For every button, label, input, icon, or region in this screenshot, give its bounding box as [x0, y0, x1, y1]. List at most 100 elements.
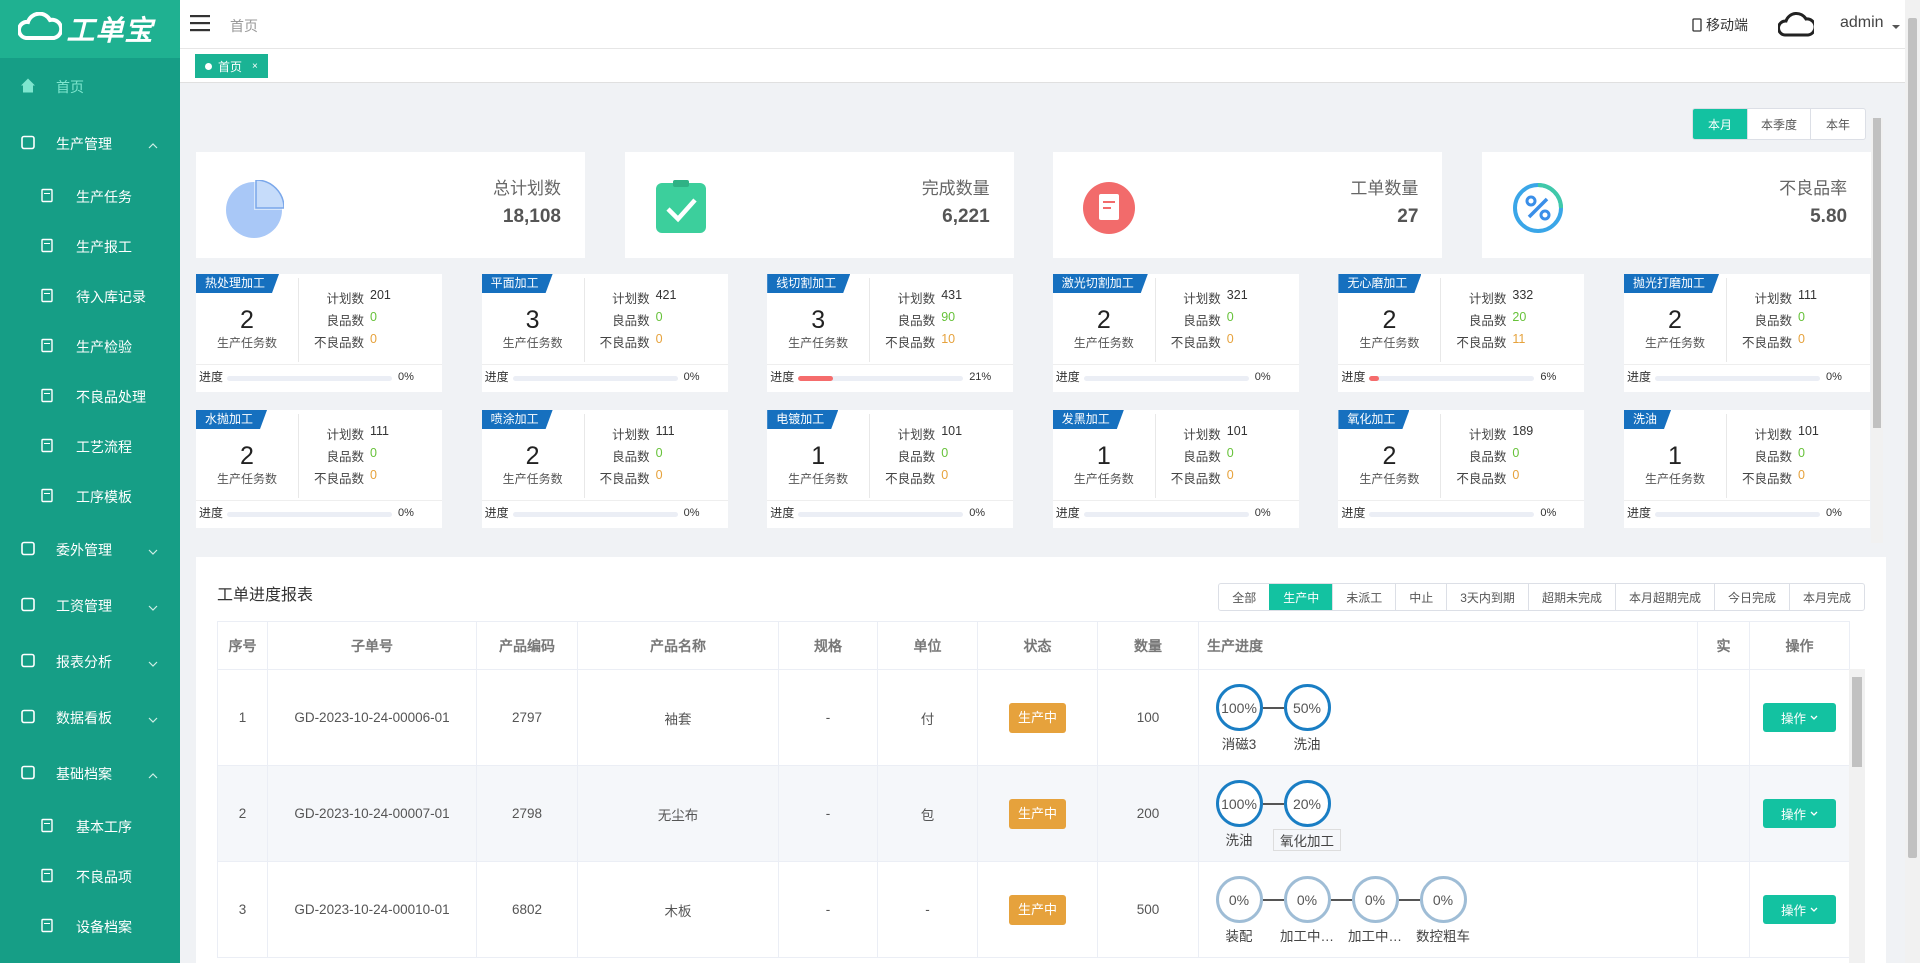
icon — [21, 78, 35, 93]
filter-button[interactable]: 全部 — [1232, 590, 1257, 605]
no-cell: 1 — [217, 669, 268, 766]
mobile-link[interactable]: 移动端 — [1692, 15, 1748, 35]
column-header: 数量 — [1097, 621, 1199, 670]
submenu-item[interactable]: 设备档案 — [0, 902, 180, 952]
plan-label: 计划数 — [1468, 292, 1507, 306]
menu-label: 报表分析 — [56, 654, 112, 670]
menu-item[interactable]: 基础档案 — [0, 746, 180, 802]
step: 50% 洗油 — [1273, 684, 1341, 753]
good-label: 良品数 — [897, 450, 936, 464]
divider — [1052, 364, 1299, 365]
actual-cell — [1697, 861, 1750, 958]
good-label: 良品数 — [1468, 450, 1507, 464]
submenu-item[interactable]: 基本工序 — [0, 802, 180, 852]
submenu-item[interactable]: 生产报工 — [0, 222, 180, 272]
plan-value: 332 — [1512, 288, 1534, 302]
code-cell: GD-2023-10-24-00006-01 — [267, 669, 477, 766]
menu-icon — [40, 488, 54, 506]
bad-label: 不良品数 — [1170, 336, 1221, 350]
divider — [298, 278, 299, 362]
progress-track — [512, 376, 678, 381]
filter-button[interactable]: 未派工 — [1332, 584, 1395, 610]
progress-value: 0% — [1826, 371, 1842, 383]
submenu-item[interactable]: 工艺流程 — [0, 422, 180, 472]
plan-label: 计划数 — [1468, 428, 1507, 442]
filter-button[interactable]: 本月超期完成 — [1614, 584, 1714, 610]
divider — [196, 500, 442, 501]
tab-close[interactable]: × — [252, 60, 258, 72]
submenu-item[interactable]: 工序模板 — [0, 472, 180, 522]
plan-label: 计划数 — [1754, 292, 1792, 306]
divider — [583, 414, 585, 498]
action-button[interactable]: 操作 — [1763, 895, 1836, 924]
filter-button[interactable]: 本月完成 — [1788, 584, 1864, 610]
icon-shape — [21, 709, 35, 724]
plan-label: 计划数 — [326, 428, 364, 442]
action-button[interactable]: 操作 — [1763, 799, 1836, 828]
icon — [148, 143, 158, 149]
step-connector — [1331, 899, 1352, 901]
icon — [21, 765, 35, 780]
menu-item[interactable]: 生产管理 — [0, 116, 180, 172]
menu-item[interactable]: 首页 — [0, 58, 180, 116]
table-head: 序号 子单号 产品编码 产品名称 规格 单位 状态 数量 生产进度实操作 — [217, 621, 1850, 670]
column-header: 单位 — [877, 621, 978, 670]
submenu-item[interactable]: 不良品处理 — [0, 372, 180, 422]
action-label: 操作 — [1780, 904, 1806, 918]
avatar[interactable] — [1777, 10, 1817, 43]
good-value: 0 — [655, 310, 663, 324]
submenu-item[interactable]: 生产检验 — [0, 322, 180, 372]
table-row: 1 GD-2023-10-24-00006-01 2797 袖套 - 付生产中 100 100… — [217, 669, 1850, 766]
menu-icon — [20, 78, 36, 97]
plan-label: 计划数 — [1183, 428, 1221, 442]
period-button[interactable]: 本年 — [1810, 109, 1865, 139]
icon-shape — [148, 143, 158, 149]
scroll-thumb[interactable] — [1908, 18, 1917, 858]
menu-label: 生产任务 — [76, 189, 132, 205]
table-scrollbar[interactable] — [1849, 669, 1865, 963]
progress-track — [798, 512, 964, 517]
menu-item[interactable]: 数据看板 — [0, 690, 180, 746]
steps: 0% 装配 0% 加工中… 0% 加工中… 0% 数控粗车 — [1200, 863, 1697, 957]
menu-toggle[interactable] — [190, 14, 210, 37]
submenu-item[interactable]: 待入库记录 — [0, 272, 180, 322]
icon — [205, 62, 212, 70]
icon — [41, 868, 53, 883]
bad-value: 0 — [655, 332, 663, 346]
bad-label: 不良品数 — [1741, 336, 1792, 350]
stat-icon — [653, 180, 709, 241]
action-button[interactable]: 操作 — [1763, 703, 1836, 732]
submenu-item[interactable]: 不良品项 — [0, 852, 180, 902]
task-count: 3 — [525, 306, 540, 334]
user-menu[interactable]: admin — [1840, 14, 1900, 32]
filter-button[interactable]: 今日完成 — [1713, 584, 1789, 610]
task-label: 生产任务数 — [1644, 472, 1705, 486]
icon — [41, 288, 53, 303]
filter-button[interactable]: 超期未完成 — [1527, 584, 1615, 610]
divider — [869, 414, 871, 498]
status-badge: 生产中 — [1009, 894, 1066, 925]
stat-icon — [1510, 180, 1566, 241]
menu-item[interactable]: 报表分析 — [0, 634, 180, 690]
icon-shape — [190, 29, 210, 32]
scrollbar[interactable] — [1905, 0, 1920, 963]
tab[interactable]: 首页 × — [195, 54, 268, 78]
progress-label: 进度 — [1055, 370, 1080, 384]
filter-button[interactable]: 中止 — [1395, 584, 1446, 610]
actual-cell — [1697, 669, 1750, 766]
divider — [481, 500, 728, 501]
submenu-item[interactable]: 生产任务 — [0, 172, 180, 222]
filter-button[interactable]: 3天内到期 — [1446, 584, 1528, 610]
period-button[interactable]: 本月 — [1693, 109, 1748, 139]
menu-item[interactable]: 工资管理 — [0, 578, 180, 634]
menu-item[interactable]: 委外管理 — [0, 522, 180, 578]
icon-shape — [41, 288, 53, 303]
icon-shape — [21, 78, 35, 93]
period-button[interactable]: 本季度 — [1747, 109, 1810, 139]
filter-button[interactable]: 生产中 — [1269, 584, 1333, 610]
menu-arrow — [148, 542, 158, 558]
inner-scrollbar[interactable] — [1871, 118, 1883, 543]
scroll-thumb[interactable] — [1873, 118, 1881, 428]
task-label: 生产任务数 — [216, 472, 277, 486]
icon-shape — [41, 918, 53, 933]
